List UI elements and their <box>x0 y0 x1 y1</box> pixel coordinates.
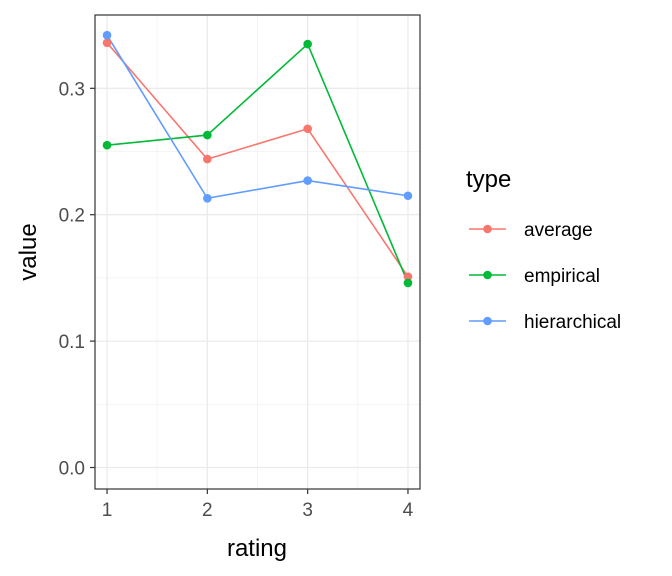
y-tick-label: 0.3 <box>59 79 85 100</box>
data-point-empirical <box>102 140 112 150</box>
legend-item-empirical: empirical <box>469 266 600 287</box>
legend: type average empirical hierarchical <box>466 166 621 333</box>
legend-label: hierarchical <box>524 312 621 333</box>
series-line-average <box>106 42 409 278</box>
legend-item-hierarchical: hierarchical <box>469 312 621 333</box>
series-line-empirical <box>106 42 409 284</box>
series-line-hierarchical <box>106 34 409 200</box>
y-tick-labels: 0.0 0.1 0.2 0.3 <box>59 79 85 479</box>
data-point-average <box>403 272 413 281</box>
data-point-hierarchical <box>403 191 413 201</box>
data-point-hierarchical <box>102 30 112 40</box>
data-point-average <box>102 38 112 48</box>
minor-gridlines <box>95 15 420 489</box>
data-point-hierarchical <box>203 193 212 203</box>
legend-key-point <box>483 270 492 280</box>
legend-key-point <box>483 316 492 326</box>
x-tick-labels: 1 2 3 4 <box>102 500 414 521</box>
x-tick-label: 2 <box>202 500 213 521</box>
major-gridlines <box>95 15 420 489</box>
y-tick-label: 0.0 <box>59 459 85 480</box>
legend-key-point <box>483 224 492 234</box>
data-point-hierarchical <box>303 176 312 185</box>
data-point-empirical <box>203 130 212 140</box>
y-tick-label: 0.2 <box>59 206 85 227</box>
legend-title: type <box>466 166 511 193</box>
data-point-empirical <box>403 278 413 288</box>
data-point-average <box>203 154 212 164</box>
series-layer <box>102 30 413 288</box>
x-tick-label: 1 <box>102 500 113 521</box>
legend-label: empirical <box>524 266 600 287</box>
legend-item-average: average <box>469 220 593 241</box>
axis-ticks <box>90 87 409 494</box>
data-point-average <box>303 124 312 134</box>
x-tick-label: 4 <box>403 500 414 521</box>
x-axis-title: rating <box>227 535 287 562</box>
panel-border <box>94 14 421 490</box>
x-tick-label: 3 <box>302 500 313 521</box>
legend-label: average <box>524 220 593 241</box>
y-axis-title: value <box>15 223 42 280</box>
data-point-empirical <box>303 39 312 49</box>
y-tick-label: 0.1 <box>59 332 85 353</box>
